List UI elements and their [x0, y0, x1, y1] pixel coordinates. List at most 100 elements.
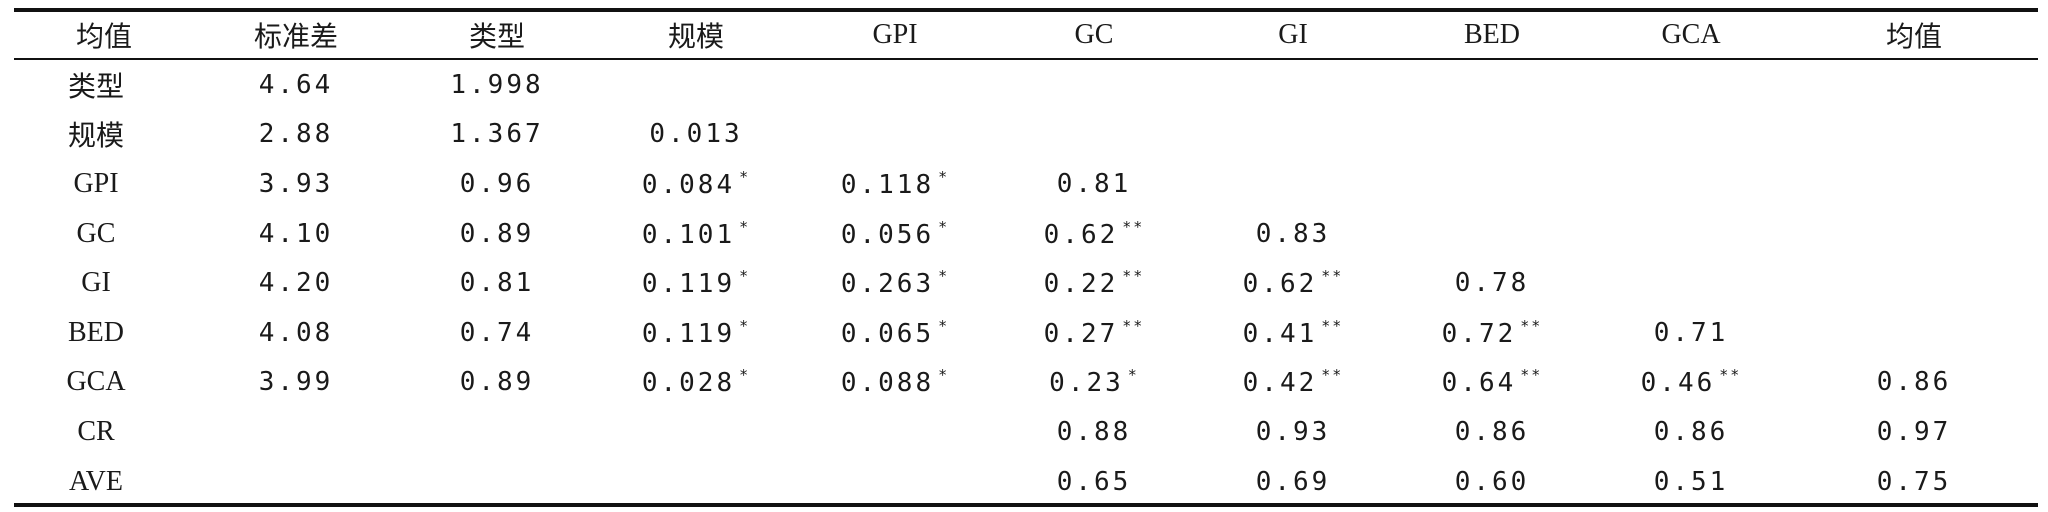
table-cell [1790, 209, 2038, 259]
cell-value: 0.83 [1255, 218, 1331, 249]
table-cell: 0.056 * [796, 209, 994, 259]
significance-marker: * [739, 316, 751, 335]
cell-value: 0.78 [1454, 268, 1530, 299]
row-label: 类型 [67, 71, 124, 103]
cell-value: 0.23 [1049, 368, 1124, 399]
cell-value: 0.69 [1255, 466, 1331, 497]
cell-value: 0.88 [1056, 416, 1132, 447]
significance-marker: * [739, 217, 751, 236]
table-cell: 0.60 [1392, 457, 1592, 507]
cell-value: 0.013 [649, 119, 743, 150]
table-cell [596, 407, 796, 457]
significance-marker: * [739, 267, 751, 286]
table-cell [1392, 209, 1592, 259]
table-cell: 0.72 ** [1392, 308, 1592, 358]
table-cell [1194, 159, 1392, 209]
cell-value: 0.86 [1454, 416, 1530, 447]
column-header: GPI [872, 19, 918, 50]
table-cell: 1.998 [398, 60, 596, 110]
table-cell: 0.028 * [596, 358, 796, 408]
table-cell [1194, 60, 1392, 110]
table-cell [1592, 60, 1790, 110]
column-header: GI [1278, 19, 1308, 50]
table-cell [1592, 258, 1790, 308]
cell-value: 4.20 [258, 268, 334, 299]
table-cell: 0.81 [398, 258, 596, 308]
table-cell [796, 407, 994, 457]
cell-value: 0.93 [1255, 416, 1331, 447]
cell-value: 0.97 [1876, 416, 1952, 447]
cell-value: 0.72 [1441, 318, 1517, 349]
table-cell: 0.74 [398, 308, 596, 358]
table-cell: 0.96 [398, 159, 596, 209]
column-header: 规模 [667, 22, 724, 53]
cell-value: 4.10 [258, 218, 334, 249]
table-cell: 4.64 [194, 60, 398, 110]
table-cell: 0.81 [994, 159, 1194, 209]
cell-value: 0.81 [1056, 168, 1132, 199]
table-cell: 4.20 [194, 258, 398, 308]
top-rule [14, 8, 2038, 12]
significance-marker: * [938, 167, 950, 186]
table-cell [796, 110, 994, 160]
cell-value: 0.22 [1043, 269, 1119, 300]
table-cell: 0.83 [1194, 209, 1392, 259]
significance-marker: * [938, 316, 950, 335]
significance-marker: ** [1122, 316, 1145, 335]
significance-marker: ** [1520, 366, 1543, 385]
table-cell: 0.93 [1194, 407, 1392, 457]
table-cell [796, 457, 994, 507]
cell-value: 0.62 [1043, 219, 1119, 250]
row-label: GPI [73, 167, 119, 199]
table-cell: 0.065 * [796, 308, 994, 358]
table-cell: 0.013 [596, 110, 796, 160]
table-cell [1194, 110, 1392, 160]
row-label: GI [81, 267, 111, 299]
cell-value: 0.41 [1242, 318, 1318, 349]
table-body: 类型 4.64 1.998 规模 2.88 1.367 0.013 GPI 3.93 0.96 0.… [14, 58, 2038, 506]
cell-value: 0.119 [641, 318, 736, 349]
row-label: BED [68, 316, 124, 348]
significance-marker: ** [1321, 366, 1344, 385]
cell-value: 0.084 [641, 169, 736, 200]
table-cell: 0.86 [1790, 358, 2038, 408]
table-cell [398, 457, 596, 507]
table-cell: 0.69 [1194, 457, 1392, 507]
cell-value: 0.75 [1876, 466, 1952, 497]
significance-marker: ** [1122, 217, 1145, 236]
cell-value: 0.056 [840, 219, 935, 250]
cell-value: 0.065 [840, 318, 935, 349]
table-cell [1592, 159, 1790, 209]
correlation-table: 均值 标准差 类型 规模 GPI GC GI BED GCA 均值 类型 4.64… [14, 12, 2038, 506]
table-cell [596, 457, 796, 507]
significance-marker: * [938, 217, 950, 236]
cell-value: 0.71 [1653, 317, 1729, 348]
column-header: GCA [1661, 19, 1721, 50]
table-cell: 0.88 [994, 407, 1194, 457]
table-cell: 0.088 * [796, 358, 994, 408]
cell-value: 1.998 [450, 69, 544, 100]
table-cell: 0.263 * [796, 258, 994, 308]
cell-value: 0.81 [459, 268, 535, 299]
significance-marker: * [938, 267, 950, 286]
table-cell [1790, 60, 2038, 110]
cell-value: 4.08 [258, 317, 334, 348]
table-cell: 3.99 [194, 358, 398, 408]
table-cell: 0.65 [994, 457, 1194, 507]
row-label: 规模 [67, 121, 124, 153]
cell-value: 0.27 [1043, 318, 1119, 349]
significance-marker: ** [1520, 316, 1543, 335]
table-cell: 1.367 [398, 110, 596, 160]
table-row: AVE 0.65 0.69 0.60 0.51 0.75 [14, 457, 2038, 507]
cell-value: 4.64 [258, 69, 334, 100]
column-header: 均值 [1885, 22, 1942, 53]
significance-marker: ** [1321, 267, 1344, 286]
cell-value: 3.99 [258, 367, 334, 398]
significance-marker: ** [1719, 366, 1742, 385]
table-row: GPI 3.93 0.96 0.084 * 0.118 * 0.81 [14, 159, 2038, 209]
column-header: 标准差 [253, 22, 338, 53]
table-cell: 0.97 [1790, 407, 2038, 457]
table-cell: 0.51 [1592, 457, 1790, 507]
table-cell [1790, 110, 2038, 160]
